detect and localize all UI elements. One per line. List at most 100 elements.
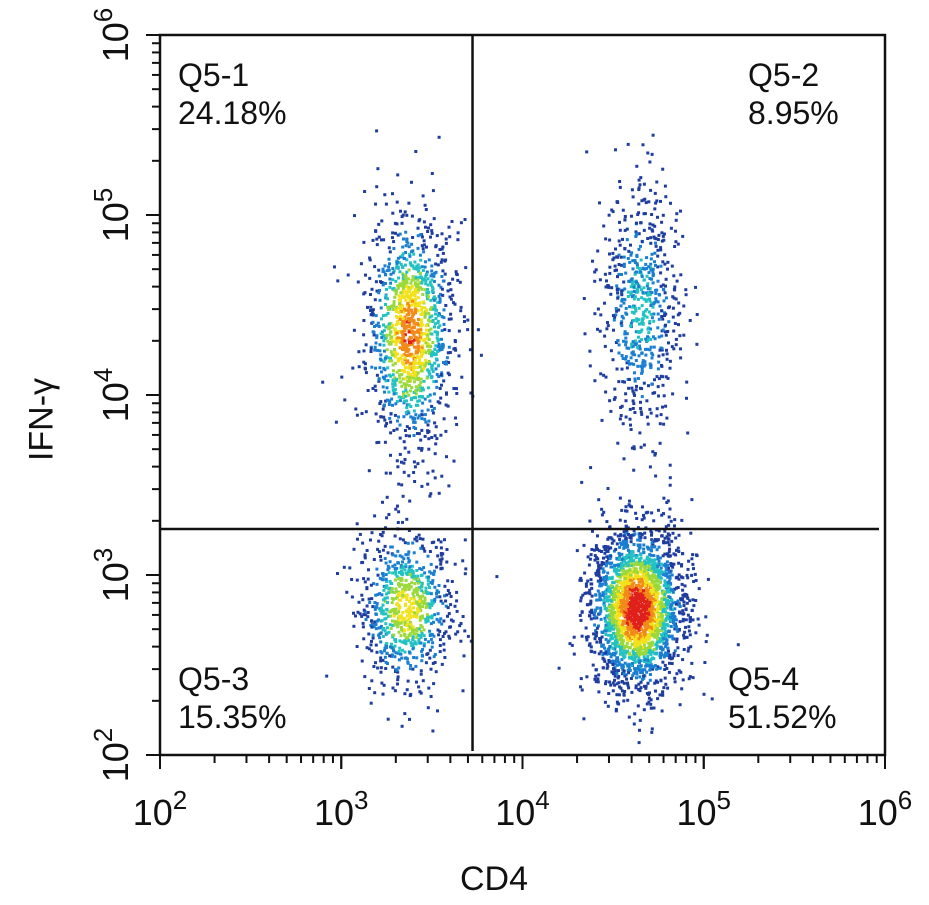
data-point: [604, 596, 608, 600]
data-point: [420, 308, 423, 312]
data-point: [622, 669, 626, 673]
data-point: [463, 538, 467, 542]
data-point: [617, 587, 621, 590]
data-point: [402, 440, 406, 444]
data-point: [423, 363, 427, 367]
data-point: [604, 682, 607, 686]
data-point: [671, 565, 675, 569]
data-point: [596, 307, 600, 311]
data-point: [455, 392, 459, 395]
data-point: [385, 422, 389, 425]
data-point: [398, 646, 402, 650]
data-point: [599, 637, 603, 641]
data-point: [620, 652, 624, 656]
data-point: [425, 328, 428, 332]
data-point: [594, 668, 598, 672]
data-point: [401, 594, 405, 597]
data-point: [401, 295, 405, 299]
data-point: [417, 317, 420, 321]
data-point: [617, 599, 621, 603]
data-point: [367, 597, 371, 601]
data-point: [612, 667, 615, 671]
data-point: [704, 640, 708, 644]
data-point: [654, 474, 658, 478]
data-point: [650, 607, 654, 611]
data-point: [650, 291, 654, 294]
data-point: [445, 548, 449, 551]
data-point: [669, 617, 673, 621]
data-point: [625, 583, 629, 587]
data-point: [401, 252, 405, 256]
data-point: [400, 640, 404, 644]
data-point: [672, 621, 675, 625]
data-point: [589, 599, 593, 603]
data-point: [408, 323, 412, 327]
data-point: [398, 282, 402, 286]
data-point: [634, 586, 638, 590]
data-point: [439, 599, 443, 603]
data-point: [361, 598, 365, 602]
data-point: [393, 333, 397, 337]
data-point: [408, 667, 412, 671]
data-point: [457, 354, 461, 358]
data-point: [615, 663, 619, 667]
data-point: [664, 568, 668, 572]
data-point: [582, 297, 586, 300]
data-point: [383, 336, 387, 340]
data-point: [408, 625, 412, 629]
data-point: [604, 237, 608, 241]
data-point: [411, 667, 415, 671]
data-point: [609, 683, 613, 687]
data-point: [419, 337, 423, 341]
data-point: [633, 667, 637, 670]
data-point: [637, 354, 641, 358]
data-point: [675, 548, 678, 552]
data-point: [627, 666, 631, 670]
data-point: [620, 543, 623, 547]
data-point: [682, 633, 686, 637]
data-point: [666, 552, 670, 556]
data-point: [622, 530, 626, 534]
data-point: [661, 554, 665, 558]
data-point: [379, 306, 383, 310]
data-point: [666, 564, 670, 567]
data-point: [412, 321, 416, 325]
data-point: [650, 621, 654, 625]
data-point: [390, 335, 394, 339]
data-point: [657, 637, 661, 640]
data-point: [430, 306, 434, 310]
data-point: [407, 366, 411, 370]
data-point: [630, 214, 633, 218]
data-point: [690, 661, 694, 665]
data-point: [617, 351, 621, 355]
data-point: [410, 630, 414, 634]
data-point: [384, 561, 388, 565]
data-point: [446, 289, 450, 293]
data-point: [598, 584, 602, 588]
data-point: [625, 553, 629, 557]
data-point: [639, 553, 643, 557]
data-point: [602, 599, 606, 603]
data-point: [640, 370, 644, 374]
data-point: [621, 316, 625, 320]
data-point: [648, 668, 652, 672]
data-point: [396, 419, 399, 423]
data-point: [449, 618, 453, 622]
data-point: [403, 629, 406, 633]
data-point: [688, 620, 692, 623]
data-point: [392, 649, 396, 653]
data-point: [609, 609, 613, 613]
data-point: [631, 399, 635, 403]
data-point: [391, 363, 395, 367]
data-point: [605, 614, 609, 618]
data-point: [613, 387, 617, 391]
data-point: [674, 600, 678, 604]
data-point: [597, 652, 601, 656]
data-point: [652, 584, 656, 588]
data-point: [655, 578, 659, 581]
data-point: [670, 612, 674, 616]
data-point: [416, 603, 420, 607]
data-point: [429, 581, 433, 584]
data-point: [635, 517, 639, 520]
